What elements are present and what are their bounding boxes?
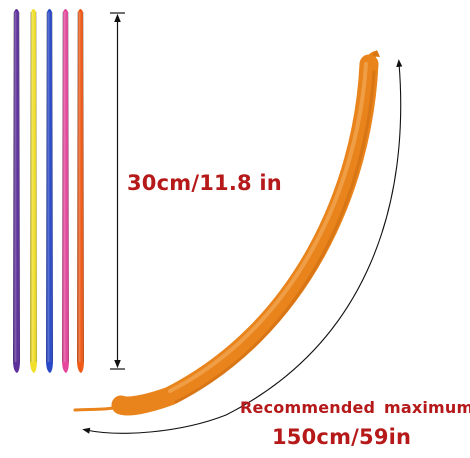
- uninflated-balloon-yellow: [30, 9, 37, 373]
- uninflated-dimension-line: [110, 12, 125, 370]
- uninflated-balloon-purple: [13, 9, 20, 373]
- inflated-balloon: [73, 50, 380, 416]
- uninflated-balloon-pink: [62, 9, 69, 373]
- uninflated-balloon-orange: [77, 9, 84, 373]
- inflated-dimension-arc: [82, 59, 403, 434]
- uninflated-length-label: 30cm/11.8 in: [127, 171, 282, 195]
- recommended-maximum-label: Recommended maximum: [240, 398, 470, 417]
- uninflated-balloon-blue: [46, 9, 53, 373]
- maximum-length-label: 150cm/59in: [272, 425, 412, 449]
